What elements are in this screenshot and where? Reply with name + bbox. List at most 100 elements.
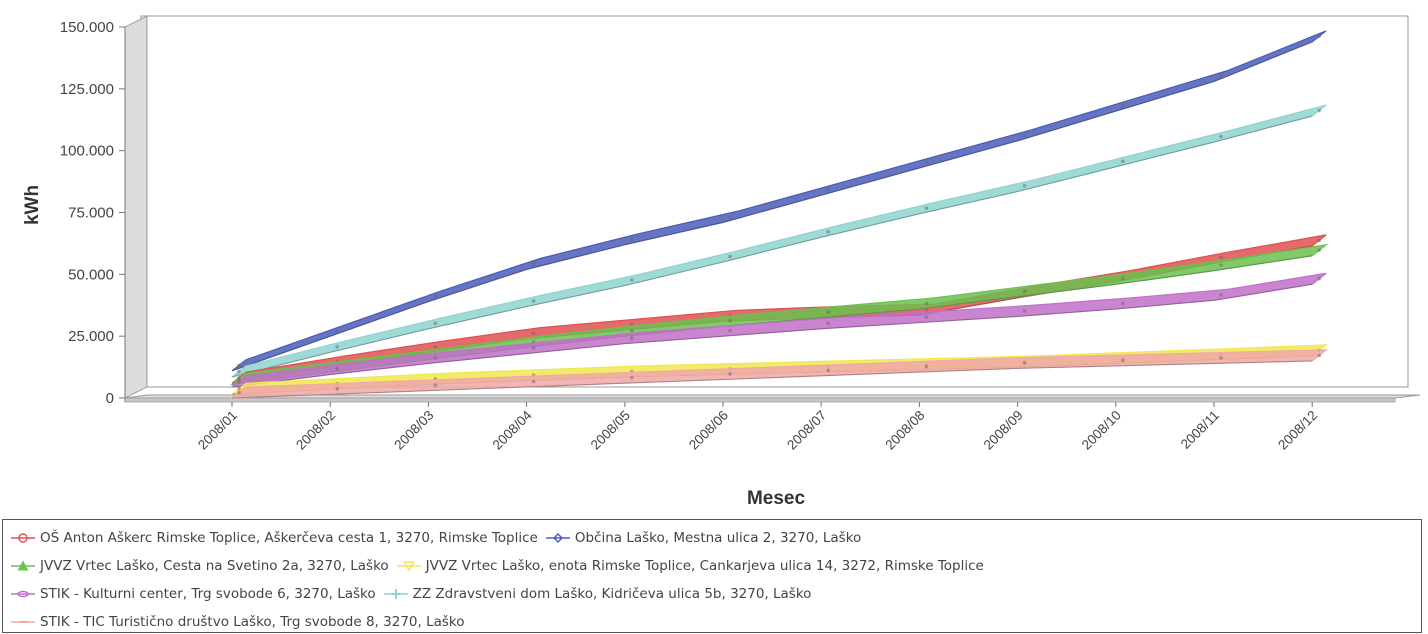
data-point [237, 379, 241, 384]
data-point [728, 318, 732, 323]
legend-item: ZZ Zdravstveni dom Laško, Kidričeva ulic… [382, 586, 811, 602]
data-point [531, 379, 536, 384]
data-point [924, 315, 929, 319]
data-point [1317, 248, 1321, 253]
x-tick-label: 2008/07 [784, 408, 829, 453]
data-point [335, 328, 340, 333]
data-point [237, 377, 241, 381]
legend-label: Občina Laško, Mestna ulica 2, 3270, Lašk… [574, 530, 862, 546]
data-point [1121, 276, 1125, 281]
legend-item: Občina Laško, Mestna ulica 2, 3270, Lašk… [544, 530, 861, 546]
y-tick-label: 125.000 [60, 81, 114, 98]
plot-left-wall [124, 15, 148, 399]
chart: 0 25.000 50.000 75.000 100.000 125.000 150.000… [22, 15, 1421, 509]
data-point [826, 187, 830, 192]
plot-floor [124, 394, 1421, 399]
data-point [531, 299, 536, 303]
data-point [1022, 361, 1027, 365]
data-point [924, 364, 929, 369]
series-line [231, 360, 1313, 399]
legend-item: JVVZ Vrtec Laško, Cesta na Svetino 2a, 3… [9, 558, 389, 574]
legend-marker-icon [9, 531, 40, 545]
x-tick-label: 2008/06 [686, 408, 731, 453]
plot-floor-edge [124, 397, 1396, 403]
data-point [1219, 255, 1223, 260]
data-point [1317, 34, 1321, 39]
legend-row: STIK - TIC Turistično društvo Laško, Trg… [9, 611, 471, 633]
data-point [335, 344, 340, 349]
data-point [630, 278, 634, 282]
legend-marker-icon [9, 559, 40, 573]
y-tick-label: 50.000 [68, 266, 114, 283]
legend-marker-icon [544, 531, 575, 545]
legend-item: STIK - TIC Turistično društvo Laško, Trg… [9, 614, 465, 630]
data-point [237, 390, 241, 395]
legend-marker-icon [382, 587, 413, 601]
data-point [1219, 356, 1223, 360]
data-point [1219, 263, 1223, 267]
data-point [728, 372, 732, 376]
legend-label: JVVZ Vrtec Laško, enota Rimske Toplice, … [425, 558, 984, 574]
data-point [1219, 74, 1223, 78]
data-point [531, 331, 536, 335]
data-point [433, 383, 438, 387]
data-point [531, 346, 536, 350]
data-point [237, 369, 241, 374]
data-point [1022, 133, 1027, 138]
series-ribbon [231, 30, 1327, 372]
data-point [237, 386, 241, 391]
y-axis-label: kWh [22, 185, 43, 225]
series-ribbon [230, 349, 1328, 399]
series-6 [230, 349, 1328, 399]
series-line [231, 283, 1313, 388]
x-tick-label: 2008/12 [1275, 408, 1320, 453]
series-4 [229, 272, 1327, 388]
data-point [237, 363, 241, 368]
x-tick-label: 2008/05 [588, 408, 633, 453]
legend-item: STIK - Kulturni center, Trg svobode 6, 3… [9, 586, 376, 602]
data-point [1317, 276, 1321, 281]
x-tick-label: 2008/03 [391, 408, 436, 453]
series-ribbon [229, 272, 1327, 388]
data-point [1317, 108, 1321, 113]
x-tick-label: 2008/02 [293, 408, 338, 453]
data-point [826, 229, 830, 234]
legend-marker-icon [9, 615, 40, 629]
x-tick-label: 2008/08 [882, 408, 927, 453]
data-point [1121, 301, 1125, 306]
series-1 [231, 30, 1327, 372]
data-point [826, 310, 830, 314]
legend-item: OŠ Anton Aškerc Rimske Toplice, Aškerčev… [9, 530, 538, 546]
data-point [1022, 289, 1027, 293]
x-tick-label: 2008/11 [1178, 408, 1222, 452]
data-point [1219, 293, 1223, 297]
data-point [531, 262, 536, 266]
data-point [924, 301, 929, 306]
data-point [433, 344, 438, 349]
series-ribbon [231, 104, 1327, 378]
data-point [630, 375, 634, 380]
legend-label: OŠ Anton Aškerc Rimske Toplice, Aškerčev… [40, 530, 538, 546]
legend-label: STIK - Kulturni center, Trg svobode 6, 3… [40, 586, 376, 602]
y-tick-label: 25.000 [68, 328, 114, 345]
legend-label: JVVZ Vrtec Laško, Cesta na Svetino 2a, 3… [40, 558, 389, 574]
legend-row: STIK - Kulturni center, Trg svobode 6, 3… [9, 583, 817, 605]
data-point [1022, 309, 1027, 313]
data-point [335, 367, 340, 371]
data-point [1121, 358, 1125, 363]
y-tick-label: 150.000 [60, 19, 114, 36]
data-point [924, 206, 929, 211]
data-point [1121, 103, 1125, 108]
data-point [728, 328, 732, 333]
series-line [231, 115, 1313, 378]
legend-marker-icon [395, 559, 426, 573]
legend-label: STIK - TIC Turistično društvo Laško, Trg… [40, 614, 465, 630]
series-line [231, 41, 1313, 372]
y-tick-label: 100.000 [60, 143, 114, 160]
data-point [630, 237, 634, 241]
data-point [1022, 184, 1027, 188]
y-tick-label: 75.000 [68, 205, 114, 222]
series-5 [231, 104, 1327, 378]
legend-marker-icon [9, 587, 40, 601]
data-point [728, 215, 732, 219]
